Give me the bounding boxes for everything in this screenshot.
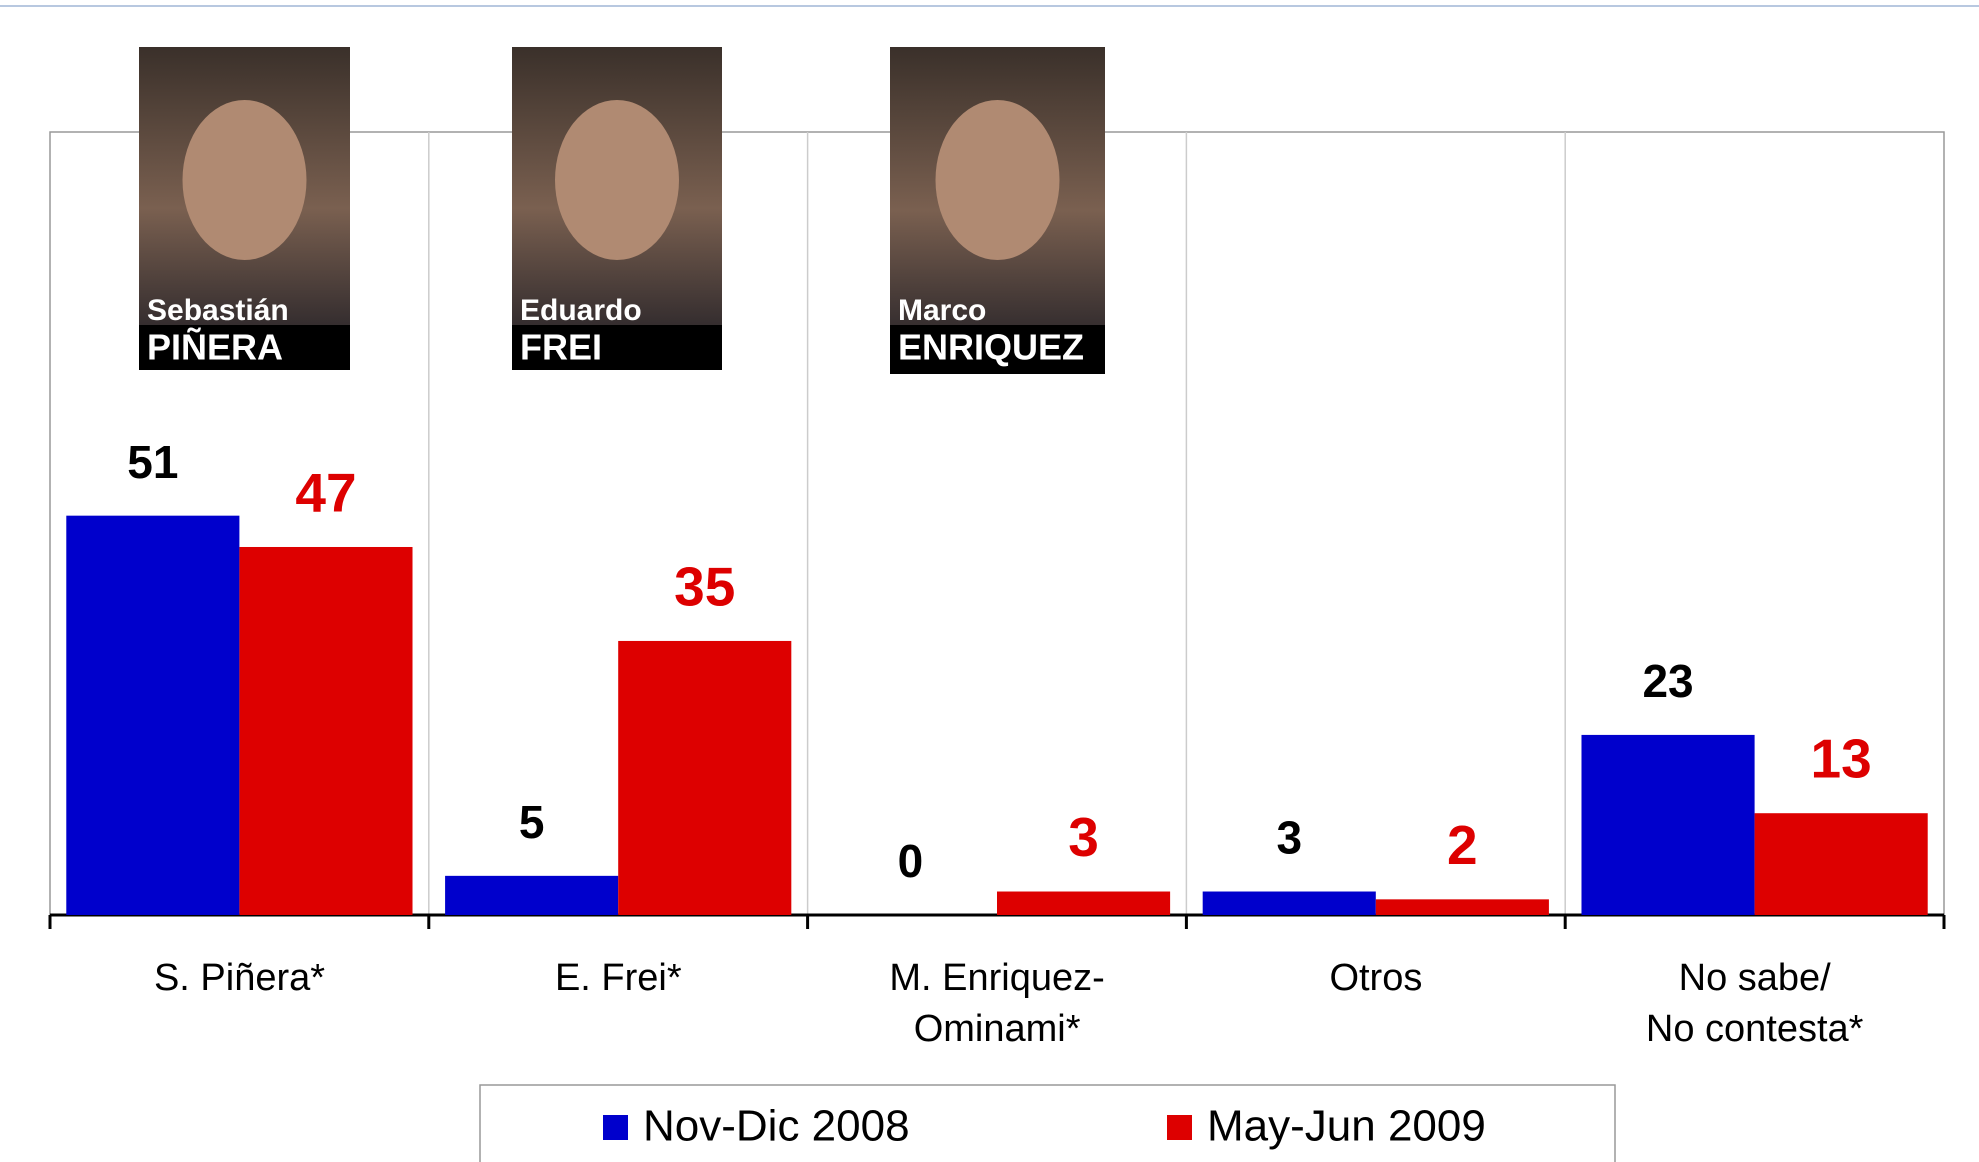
value-label: 3 (1068, 806, 1099, 868)
photo-face (555, 100, 679, 260)
legend-swatch (603, 1115, 628, 1140)
value-label: 23 (1642, 655, 1693, 707)
bar (239, 547, 412, 915)
value-label: 0 (898, 835, 924, 887)
bar (1755, 813, 1928, 915)
legend-swatch (1167, 1115, 1192, 1140)
photo-first-name: Sebastián (147, 294, 289, 327)
value-label: 35 (674, 555, 735, 617)
bar (1203, 892, 1376, 915)
bar (66, 516, 239, 915)
value-label: 51 (127, 436, 178, 488)
value-label: 47 (295, 462, 356, 524)
bar (618, 641, 791, 915)
photo-first-name: Marco (898, 294, 986, 327)
legend-label: May-Jun 2009 (1207, 1102, 1486, 1151)
value-label: 2 (1447, 814, 1478, 876)
bar (1376, 899, 1549, 915)
bar (997, 892, 1170, 915)
bar (1581, 735, 1754, 915)
x-tick-label: Otros (1186, 953, 1565, 1004)
photo-face (936, 100, 1060, 260)
value-label: 5 (519, 796, 545, 848)
photo-face (183, 100, 307, 260)
value-label: 13 (1811, 728, 1872, 790)
photo-last-name: ENRIQUEZ (898, 327, 1084, 368)
photo-first-name: Eduardo (520, 294, 642, 327)
x-tick-label: S. Piñera* (50, 953, 429, 1004)
x-tick-label: M. Enriquez- Ominami* (808, 953, 1187, 1055)
photo-last-name: FREI (520, 327, 602, 368)
x-tick-label: E. Frei* (429, 953, 808, 1004)
photo-last-name: PIÑERA (147, 326, 283, 368)
legend-label: Nov-Dic 2008 (643, 1102, 910, 1151)
page: SebastiánPIÑERA EduardoFREI MarcoENRIQUEZ 5… (0, 0, 1979, 1162)
x-tick-label: No sabe/ No contesta* (1565, 953, 1944, 1055)
bar (445, 876, 618, 915)
value-label: 3 (1276, 812, 1302, 864)
